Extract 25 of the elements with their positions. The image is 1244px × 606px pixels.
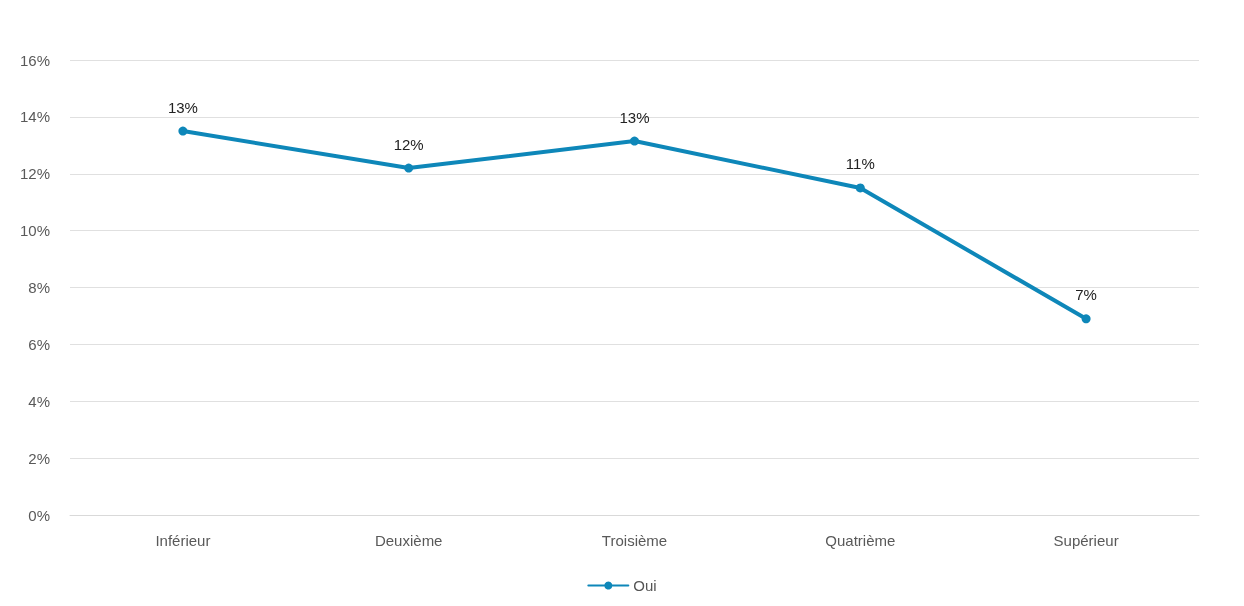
data-label: 11%: [845, 155, 875, 173]
point: [178, 126, 188, 136]
y-tick-label: 0%: [28, 506, 50, 524]
y-tick-label: 6%: [28, 335, 50, 353]
y-tick-label: 12%: [19, 165, 50, 183]
point: [630, 136, 639, 146]
x-tick-label: Troisième: [601, 532, 668, 549]
x-tick-label: Inférieur: [155, 532, 211, 549]
y-tick-label: 16%: [19, 51, 50, 69]
point: [855, 183, 865, 193]
data-label: 7%: [1075, 286, 1097, 304]
y-tick-label: 10%: [19, 222, 50, 240]
data-label: 12%: [393, 135, 424, 153]
x-tick-label: Deuxième: [374, 532, 443, 549]
x-tick-label: Quatrième: [825, 532, 896, 549]
x-tick-label: Supérieur: [1053, 532, 1119, 549]
data-label: 13%: [619, 108, 650, 126]
y-tick-label: 4%: [28, 392, 50, 410]
y-tick-label: 2%: [28, 449, 50, 467]
y-tick-label: 8%: [28, 279, 50, 296]
legend-label: Oui: [633, 577, 657, 594]
data-label: 13%: [167, 98, 198, 116]
point: [1081, 314, 1091, 324]
point: [404, 163, 414, 173]
y-tick-label: 14%: [19, 108, 50, 126]
